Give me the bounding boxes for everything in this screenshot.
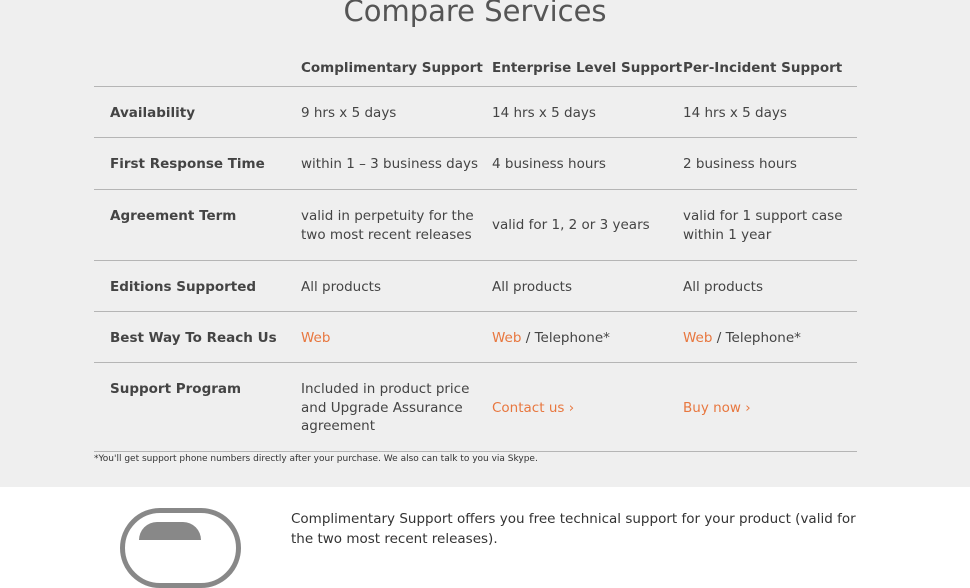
cell: 9 hrs x 5 days (301, 105, 397, 121)
web-link[interactable]: Web (683, 330, 713, 346)
web-link[interactable]: Web (492, 330, 522, 346)
cell: 14 hrs x 5 days (492, 105, 596, 121)
description: Complimentary Support offers you free te… (291, 511, 856, 547)
row-label: Support Program (110, 381, 242, 397)
column-header-enterprise: Enterprise Level Support (492, 60, 683, 76)
column-header-complimentary: Complimentary Support (301, 60, 483, 76)
cell: valid for 1, 2 or 3 years (492, 217, 650, 233)
cell: All products (301, 279, 381, 295)
buy-now-link[interactable]: Buy now › (683, 400, 751, 416)
telephone-text: / Telephone* (521, 330, 610, 346)
cell: valid for 1 support case within 1 year (683, 208, 843, 243)
row-label: Availability (110, 105, 196, 121)
page-title: Compare Services (343, 0, 607, 28)
telephone-text: / Telephone* (712, 330, 801, 346)
cell: within 1 – 3 business days (301, 156, 479, 172)
cell: All products (683, 279, 763, 295)
row-label: Agreement Term (110, 208, 237, 224)
cell: All products (492, 279, 572, 295)
table-row: Agreement Term valid in perpetuity for t… (94, 189, 857, 260)
table-row: Best Way To Reach Us Web Web / Telephone… (94, 311, 857, 362)
cell: Included in product price and Upgrade As… (301, 381, 470, 434)
cell: 2 business hours (683, 156, 797, 172)
divider (94, 451, 857, 452)
table-row: Availability 9 hrs x 5 days 14 hrs x 5 d… (94, 86, 857, 137)
row-label: Editions Supported (110, 279, 257, 295)
support-icon (120, 508, 241, 588)
footnote: *You'll get support phone numbers direct… (94, 454, 538, 464)
web-link[interactable]: Web (301, 330, 331, 346)
cell: valid in perpetuity for the two most rec… (301, 208, 474, 243)
column-header-per-incident: Per-Incident Support (683, 60, 843, 76)
table-row: Support Program Included in product pric… (94, 362, 857, 451)
contact-us-link[interactable]: Contact us › (492, 400, 575, 416)
cell: 14 hrs x 5 days (683, 105, 787, 121)
row-label: First Response Time (110, 156, 265, 172)
row-label: Best Way To Reach Us (110, 330, 277, 346)
table-row: First Response Time within 1 – 3 busines… (94, 137, 857, 189)
compare-section (0, 0, 970, 487)
cell: 4 business hours (492, 156, 606, 172)
table-row: Editions Supported All products All prod… (94, 260, 857, 311)
